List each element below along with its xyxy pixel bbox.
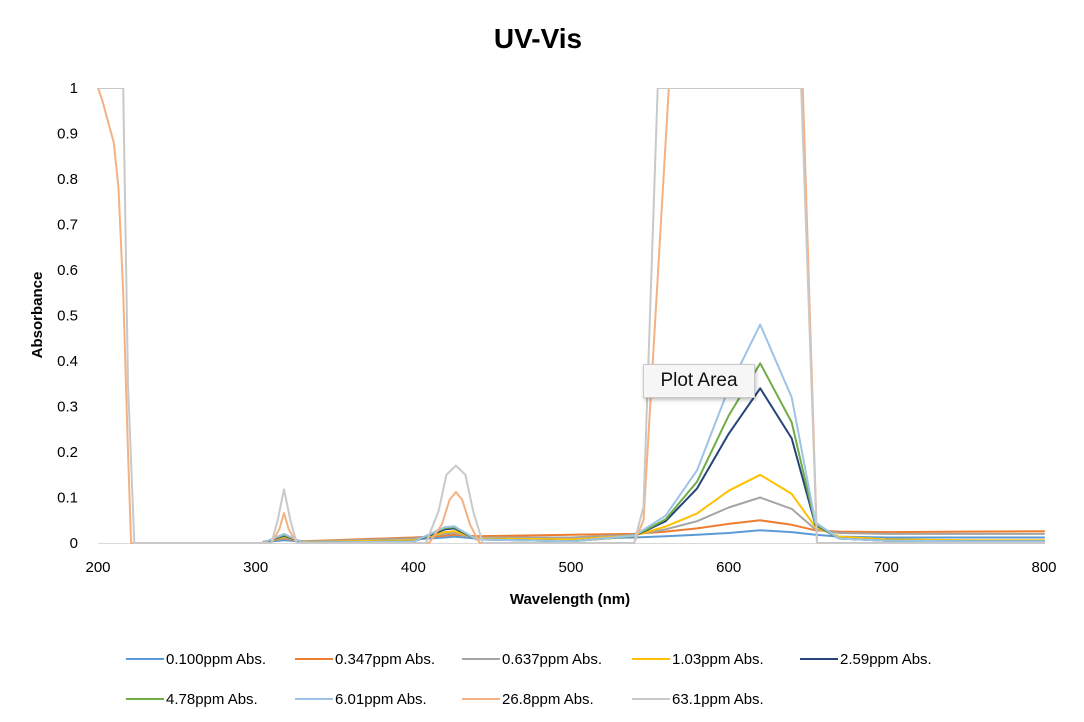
legend-label: 26.8ppm Abs.	[502, 691, 594, 708]
x-tick-label: 400	[401, 559, 426, 576]
x-tick-label: 300	[243, 559, 268, 576]
legend-label: 2.59ppm Abs.	[840, 651, 932, 668]
series-line-7	[262, 323, 1045, 544]
x-tick-label: 800	[1031, 559, 1056, 576]
y-tick-labels: 0 0.1 0.2 0.3 0.4 0.5 0.6 0.7 0.8 0.9 1	[57, 80, 78, 552]
x-axis-label: Wavelength (nm)	[510, 591, 630, 608]
series-line-5	[262, 387, 1045, 544]
legend-label: 0.100ppm Abs.	[166, 651, 266, 668]
legend-label: 0.637ppm Abs.	[502, 651, 602, 668]
x-tick-labels: 200 300 400 500 600 700 800	[85, 559, 1056, 576]
plot-area-tooltip: Plot Area	[643, 364, 755, 398]
legend-label: 63.1ppm Abs.	[672, 691, 764, 708]
x-tick-label: 200	[85, 559, 110, 576]
series-line-4	[262, 473, 1045, 544]
legend-label: 1.03ppm Abs.	[672, 651, 764, 668]
y-tick-label: 0.3	[57, 399, 78, 416]
chart-title: UV-Vis	[494, 23, 582, 54]
y-tick-label: 0.4	[57, 353, 78, 370]
series-line-9	[97, 88, 1045, 544]
y-tick-label: 1	[70, 80, 78, 97]
y-tick-label: 0.7	[57, 217, 78, 234]
y-tick-label: 0.6	[57, 262, 78, 279]
y-tick-label: 0.8	[57, 171, 78, 188]
legend: 0.100ppm Abs. 0.347ppm Abs. 0.637ppm Abs. 1…	[126, 651, 932, 708]
y-axis-label: Absorbance	[29, 272, 46, 359]
legend-label: 6.01ppm Abs.	[335, 691, 427, 708]
x-tick-label: 600	[716, 559, 741, 576]
y-tick-label: 0.9	[57, 126, 78, 143]
legend-label: 4.78ppm Abs.	[166, 691, 258, 708]
y-tick-label: 0.1	[57, 490, 78, 507]
x-tick-label: 700	[874, 559, 899, 576]
y-tick-label: 0.2	[57, 444, 78, 461]
series-line-3	[262, 496, 1045, 544]
y-tick-label: 0.5	[57, 308, 78, 325]
series-line-8	[97, 88, 1045, 544]
legend-label: 0.347ppm Abs.	[335, 651, 435, 668]
series-lines	[97, 88, 1045, 544]
x-tick-label: 500	[558, 559, 583, 576]
y-tick-label: 0	[70, 535, 78, 552]
